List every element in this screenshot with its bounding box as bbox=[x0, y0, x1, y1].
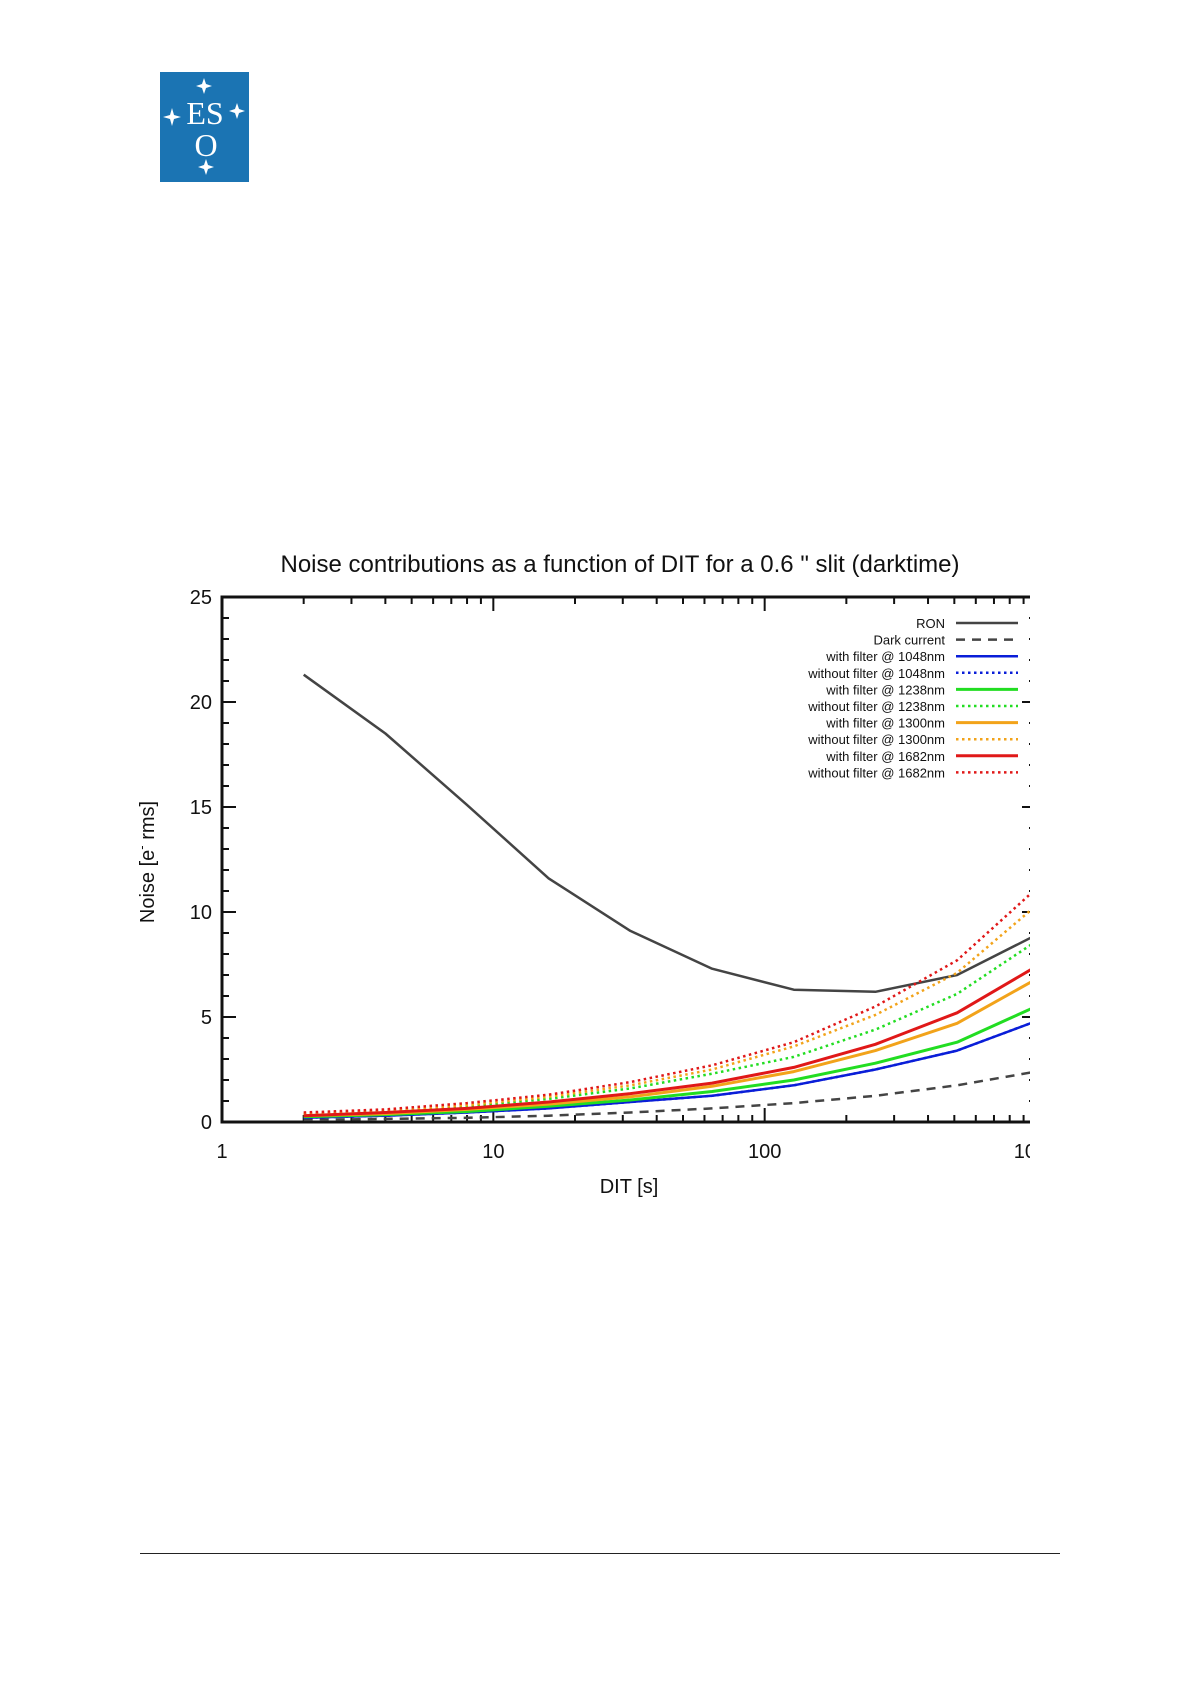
noise-chart: Noise contributions as a function of DIT… bbox=[134, 551, 1030, 1198]
x-tick-label: 100 bbox=[748, 1141, 781, 1163]
eso-logo-letter-o: O bbox=[194, 127, 217, 163]
eso-logo: ES O bbox=[160, 72, 249, 182]
y-axis-label-superscript: - bbox=[134, 845, 149, 849]
y-tick-label: 25 bbox=[190, 587, 212, 609]
legend-label: Dark current bbox=[873, 633, 945, 648]
y-tick-label: 15 bbox=[190, 797, 212, 819]
x-tick-label: 1 bbox=[216, 1141, 227, 1163]
y-axis-label: Noise [e- rms] bbox=[134, 801, 159, 923]
legend-label: without filter @ 1238nm bbox=[807, 699, 945, 714]
legend-label: without filter @ 1300nm bbox=[807, 732, 945, 747]
series-line bbox=[303, 892, 1030, 1114]
x-tick-label: 1000 bbox=[1014, 1141, 1030, 1163]
plot-frame bbox=[220, 595, 1030, 1124]
y-axis-label-tail: rms] bbox=[137, 801, 159, 845]
chart-title: Noise contributions as a function of DIT… bbox=[280, 551, 959, 578]
legend-label: with filter @ 1300nm bbox=[825, 716, 945, 731]
tick-labels: 0 5 10 15 20 25 1 10 100 1000 bbox=[190, 587, 1030, 1163]
series-line bbox=[303, 943, 1030, 1116]
legend-label: with filter @ 1682nm bbox=[825, 749, 945, 764]
footer-rule bbox=[140, 1553, 1060, 1554]
series-line bbox=[303, 1007, 1030, 1119]
series-lines bbox=[302, 673, 1030, 1122]
y-axis-label-main: Noise [e bbox=[137, 850, 159, 923]
axes-frame bbox=[220, 595, 1030, 1124]
series-line bbox=[303, 1022, 1030, 1120]
legend-label: with filter @ 1048nm bbox=[825, 649, 945, 664]
y-tick-label: 5 bbox=[201, 1007, 212, 1029]
legend-label: with filter @ 1238nm bbox=[825, 682, 945, 697]
y-tick-label: 20 bbox=[190, 692, 212, 714]
series-line bbox=[303, 968, 1030, 1118]
legend-label: without filter @ 1682nm bbox=[807, 765, 945, 780]
eso-logo-letters-es: ES bbox=[186, 95, 223, 131]
series-line bbox=[303, 1071, 1030, 1122]
x-tick-label: 10 bbox=[482, 1141, 504, 1163]
eso-logo-stars bbox=[163, 78, 245, 175]
series-line bbox=[302, 673, 1030, 994]
legend-label: without filter @ 1048nm bbox=[807, 666, 945, 681]
y-tick-label: 0 bbox=[201, 1112, 212, 1134]
x-axis-label: DIT [s] bbox=[600, 1176, 659, 1198]
legend-label: RON bbox=[916, 616, 945, 631]
y-tick-label: 10 bbox=[190, 902, 212, 924]
